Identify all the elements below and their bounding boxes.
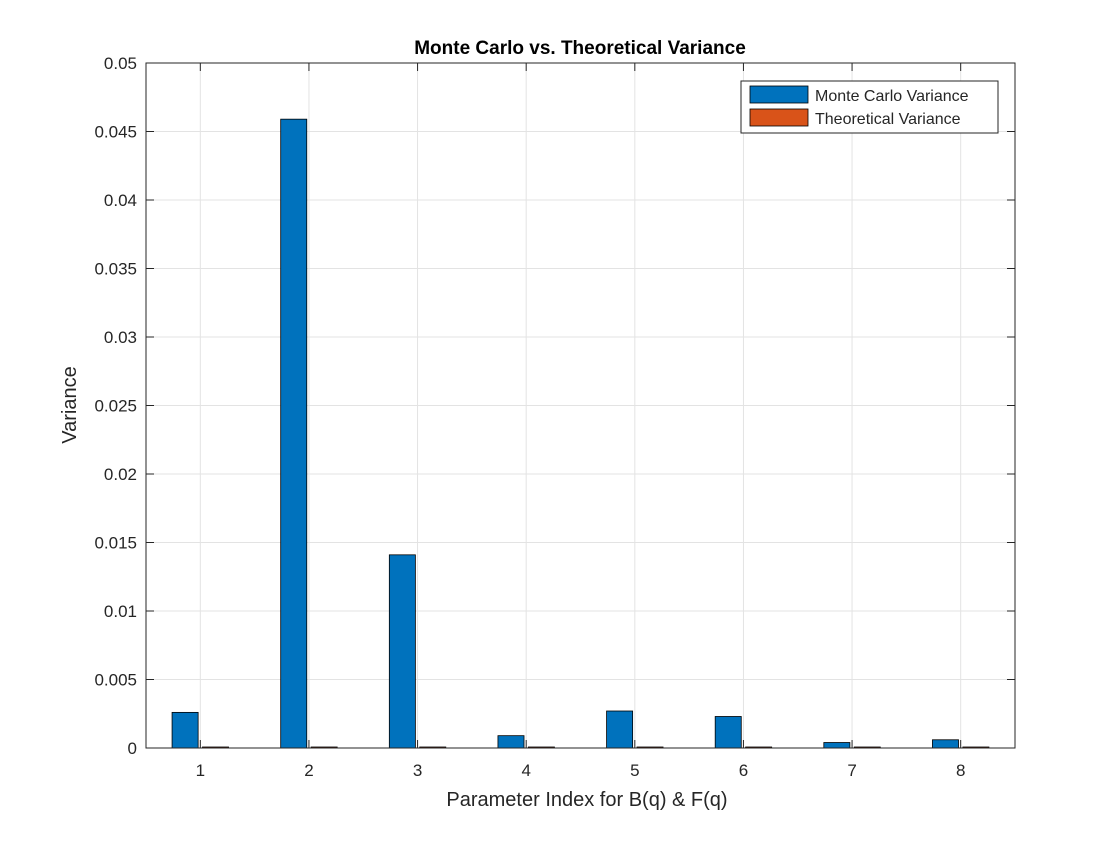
y-tick-label: 0 [128, 739, 137, 758]
bar-monte-carlo-5 [607, 711, 633, 748]
y-tick-label: 0.04 [104, 191, 137, 210]
x-tick-label: 7 [847, 761, 856, 780]
legend-swatch-theoretical [750, 109, 808, 126]
bar-monte-carlo-4 [498, 736, 524, 748]
x-tick-label: 6 [739, 761, 748, 780]
legend-label-theoretical: Theoretical Variance [815, 111, 961, 128]
x-tick-label: 3 [413, 761, 422, 780]
y-tick-label: 0.035 [94, 260, 137, 279]
y-tick-label: 0.025 [94, 397, 137, 416]
bar-monte-carlo-8 [932, 740, 958, 748]
y-tick-label: 0.015 [94, 534, 137, 553]
x-axis-label: Parameter Index for B(q) & F(q) [446, 789, 727, 811]
bar-monte-carlo-2 [281, 119, 307, 748]
legend-label-monte-carlo: Monte Carlo Variance [815, 88, 969, 105]
x-tick-label: 4 [521, 761, 530, 780]
bar-monte-carlo-6 [715, 716, 741, 748]
bar-monte-carlo-3 [389, 555, 415, 748]
chart-title: Monte Carlo vs. Theoretical Variance [414, 38, 746, 59]
y-tick-label: 0.02 [104, 465, 137, 484]
y-tick-label: 0.05 [104, 54, 137, 73]
y-tick-label: 0.005 [94, 671, 137, 690]
bar-monte-carlo-7 [824, 743, 850, 748]
bar-monte-carlo-1 [172, 712, 198, 748]
y-axis-label: Variance [59, 366, 81, 443]
x-tick-label: 2 [304, 761, 313, 780]
x-tick-label: 1 [196, 761, 205, 780]
y-tick-label: 0.03 [104, 328, 137, 347]
legend-swatch-monte-carlo [750, 86, 808, 103]
y-tick-label: 0.01 [104, 602, 137, 621]
x-tick-label: 8 [956, 761, 965, 780]
legend: Monte Carlo Variance Theoretical Varianc… [741, 81, 998, 133]
y-tick-label: 0.045 [94, 123, 137, 142]
x-tick-label: 5 [630, 761, 639, 780]
